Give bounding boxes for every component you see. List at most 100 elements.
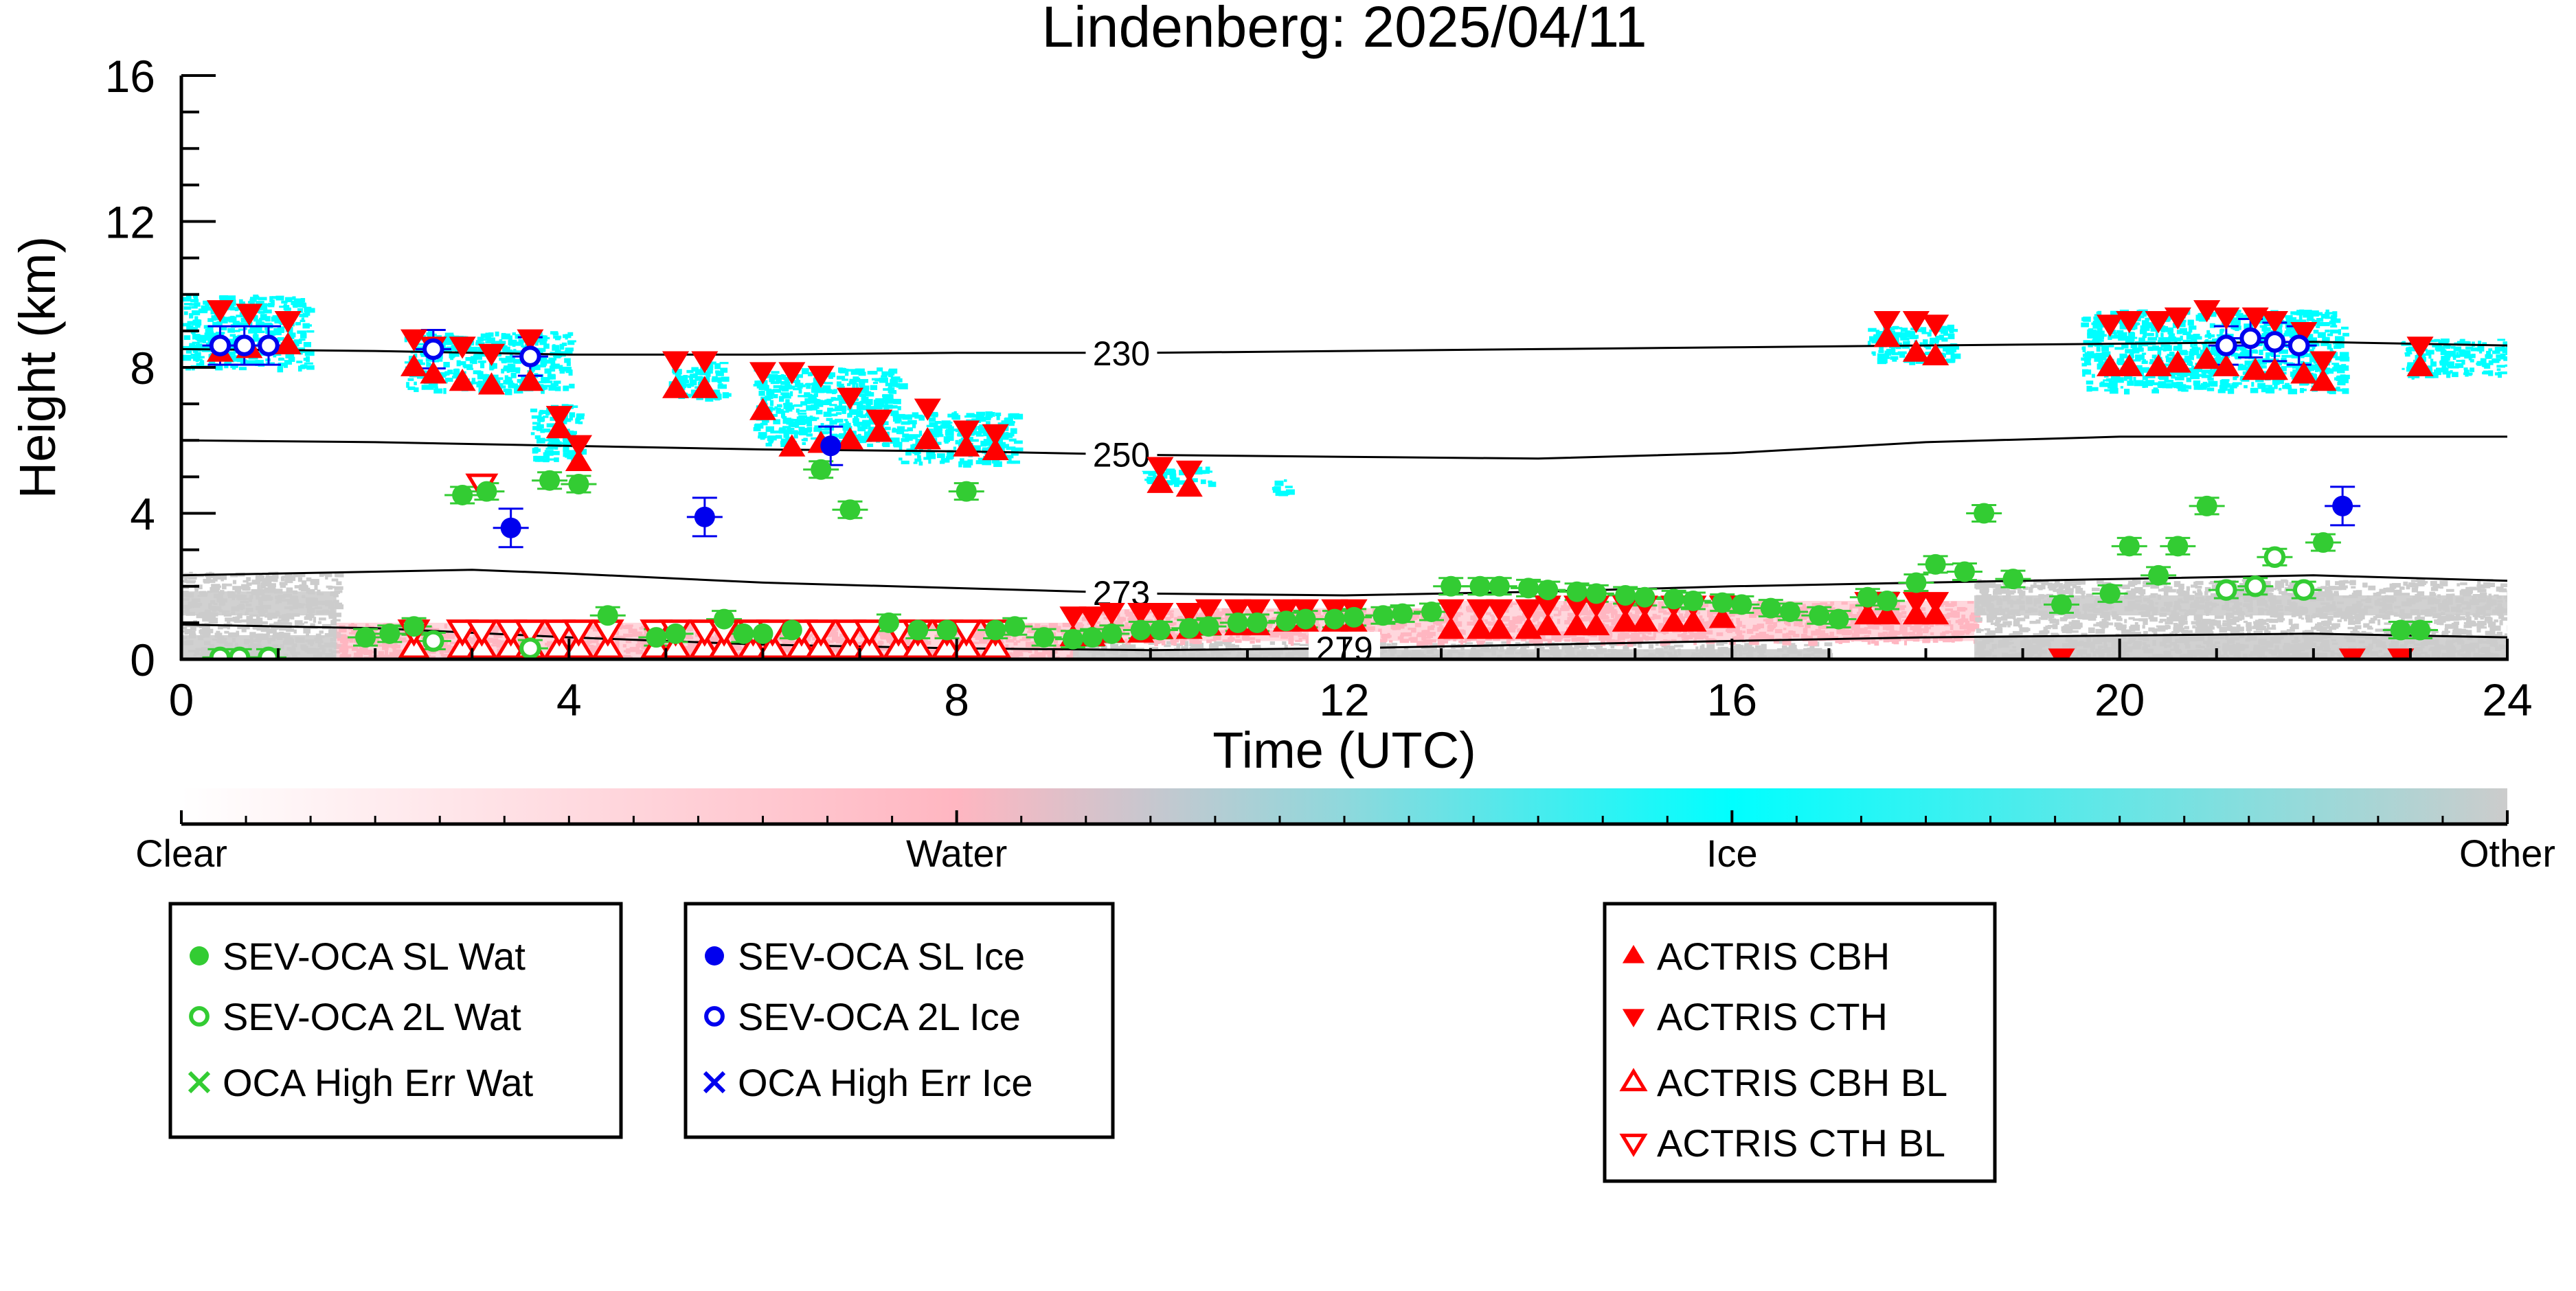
class-pixel	[622, 643, 626, 648]
class-pixel	[2013, 618, 2018, 623]
class-pixel	[368, 650, 376, 654]
class-pixel	[1748, 639, 1755, 645]
class-pixel	[189, 571, 193, 575]
class-pixel	[2463, 646, 2470, 652]
class-pixel	[253, 622, 260, 626]
class-pixel	[232, 617, 236, 622]
class-pixel	[2346, 638, 2356, 643]
class-pixel	[212, 638, 218, 641]
class-pixel	[1440, 654, 1447, 659]
class-pixel	[624, 625, 633, 629]
class-pixel	[1677, 648, 1681, 653]
class-pixel	[2430, 646, 2439, 651]
class-pixel	[2173, 605, 2182, 610]
class-pixel	[2045, 637, 2050, 643]
class-pixel	[1550, 646, 1559, 652]
class-pixel	[1422, 630, 1429, 637]
class-pixel	[1605, 608, 1612, 613]
class-pixel	[2026, 600, 2033, 605]
class-pixel	[1485, 641, 1493, 648]
class-pixel	[1803, 628, 1808, 634]
class-pixel	[1460, 646, 1464, 652]
class-pixel	[1228, 652, 1232, 655]
class-pixel	[2117, 654, 2125, 659]
class-pixel	[1808, 635, 1814, 641]
class-pixel	[1829, 607, 1835, 612]
class-pixel	[1821, 633, 1825, 637]
class-pixel	[1989, 648, 1994, 652]
class-pixel	[302, 580, 307, 586]
class-pixel	[1168, 630, 1175, 637]
class-pixel	[2080, 579, 2083, 584]
class-pixel	[1042, 648, 1050, 655]
class-pixel	[2174, 630, 2178, 637]
class-pixel	[273, 589, 283, 594]
class-pixel	[2092, 608, 2098, 612]
class-pixel	[626, 648, 631, 654]
class-pixel	[1430, 625, 1435, 628]
class-pixel	[1996, 625, 2002, 628]
class-pixel	[2276, 604, 2283, 608]
class-pixel	[2196, 636, 2205, 641]
class-pixel	[195, 648, 203, 651]
class-pixel	[332, 615, 337, 621]
class-pixel	[1705, 635, 1709, 640]
class-pixel	[2476, 584, 2485, 589]
class-pixel	[328, 606, 336, 609]
class-pixel	[2158, 621, 2163, 624]
class-pixel	[1803, 648, 1809, 651]
class-pixel	[2071, 619, 2075, 624]
class-pixel	[2033, 598, 2042, 604]
class-pixel	[1798, 619, 1803, 625]
class-pixel	[2435, 648, 2439, 652]
class-pixel	[1721, 646, 1728, 650]
class-pixel	[464, 636, 471, 641]
class-pixel	[706, 637, 716, 643]
class-pixel	[1081, 617, 1089, 621]
class-pixel	[2441, 652, 2449, 657]
class-pixel	[2504, 633, 2507, 639]
class-pixel	[241, 584, 250, 589]
class-pixel	[1617, 635, 1625, 641]
class-pixel	[332, 628, 336, 631]
class-pixel	[2342, 595, 2351, 599]
class-pixel	[1272, 655, 1281, 659]
class-pixel	[1893, 612, 1903, 618]
class-pixel	[340, 654, 347, 656]
class-pixel	[787, 648, 791, 653]
class-pixel	[1767, 629, 1774, 632]
class-pixel	[2434, 619, 2439, 624]
class-pixel	[324, 632, 333, 637]
class-pixel	[2111, 641, 2119, 646]
class-pixel	[264, 614, 268, 618]
class-pixel	[328, 648, 332, 652]
class-pixel	[1599, 613, 1607, 615]
class-pixel	[2296, 647, 2301, 652]
class-pixel	[2065, 636, 2072, 642]
class-pixel	[2466, 589, 2470, 593]
class-pixel	[257, 610, 264, 613]
class-pixel	[2294, 636, 2299, 640]
class-pixel	[2325, 580, 2330, 586]
class-pixel	[194, 586, 199, 592]
class-pixel	[1901, 619, 1908, 622]
class-pixel	[256, 595, 260, 600]
class-pixel	[1945, 608, 1954, 611]
class-pixel	[687, 625, 691, 629]
class-pixel	[1649, 616, 1655, 620]
class-pixel	[1537, 647, 1545, 651]
class-pixel	[1581, 652, 1590, 655]
class-pixel	[1776, 641, 1785, 644]
class-pixel	[1956, 606, 1966, 612]
class-pixel	[2354, 625, 2362, 630]
class-pixel	[1568, 645, 1573, 648]
class-pixel	[2377, 619, 2381, 626]
class-pixel	[2302, 632, 2309, 639]
class-pixel	[1528, 639, 1538, 643]
class-pixel	[1717, 648, 1723, 652]
class-pixel	[2187, 650, 2196, 654]
class-pixel	[1252, 645, 1261, 649]
class-pixel	[2194, 650, 2202, 656]
class-pixel	[2445, 636, 2450, 640]
class-pixel	[1705, 652, 1715, 659]
